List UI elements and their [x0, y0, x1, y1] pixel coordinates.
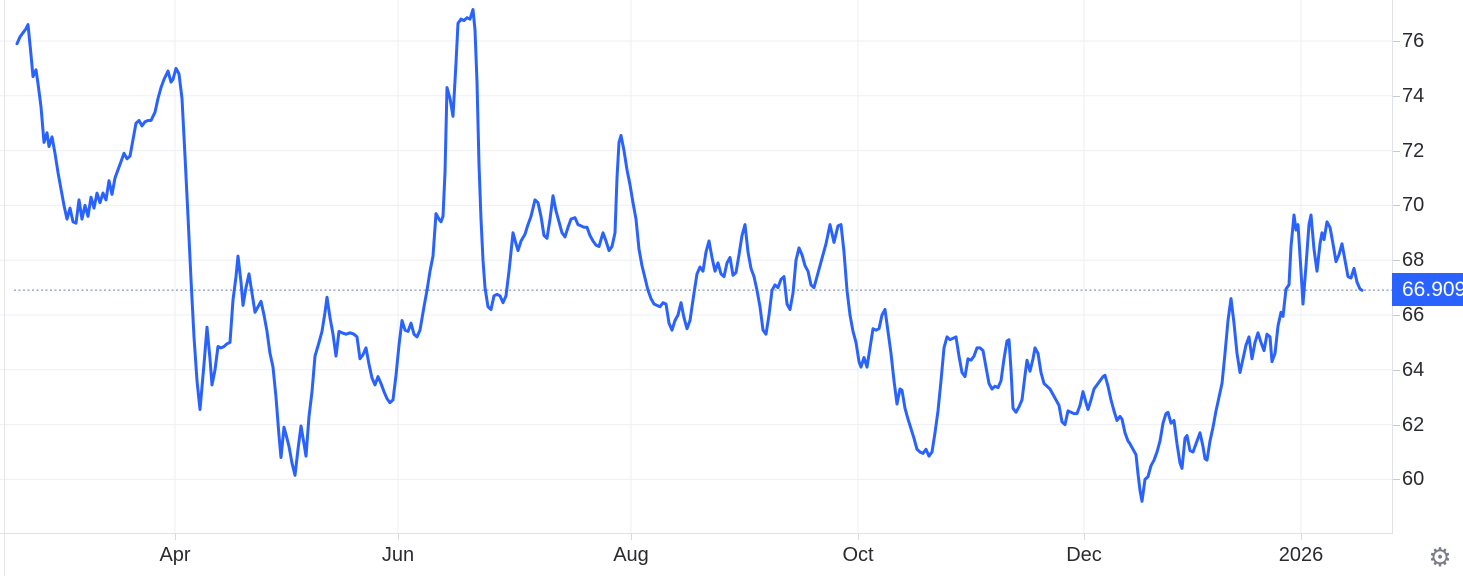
price-axis-separator	[1392, 0, 1393, 533]
price-scale-settings-button[interactable]: ⚙	[1424, 541, 1456, 573]
price-axis-tick	[1393, 41, 1400, 42]
price-series-polyline	[15, 8, 1364, 503]
price-axis-label: 62	[1402, 414, 1425, 436]
time-axis-label: Dec	[1066, 544, 1102, 566]
time-axis-label: Oct	[842, 544, 874, 566]
time-axis-tick	[398, 534, 399, 540]
price-axis-tick	[1393, 205, 1400, 206]
price-axis[interactable]: 76 74 72 70 68 66 64 62 60	[1393, 0, 1463, 533]
price-axis-label: 66	[1402, 304, 1425, 326]
price-axis-label: 70	[1402, 194, 1425, 216]
time-axis-tick	[175, 534, 176, 540]
price-axis-label: 72	[1402, 140, 1425, 162]
price-axis-tick	[1393, 260, 1400, 261]
price-axis-label: 68	[1402, 249, 1425, 271]
price-axis-label: 76	[1402, 30, 1425, 52]
price-axis-tick	[1393, 151, 1400, 152]
price-line-series	[0, 0, 1392, 533]
time-axis-tick	[858, 534, 859, 540]
price-axis-label: 60	[1402, 468, 1425, 490]
pane-left-border	[4, 0, 5, 576]
price-axis-label: 74	[1402, 85, 1425, 107]
time-axis-tick	[631, 534, 632, 540]
time-axis-tick	[1084, 534, 1085, 540]
time-axis[interactable]: Apr Jun Aug Oct Dec 2026	[0, 534, 1392, 576]
price-axis-tick	[1393, 315, 1400, 316]
gear-icon: ⚙	[1428, 542, 1452, 572]
price-axis-tick	[1393, 370, 1400, 371]
time-axis-label: Aug	[613, 544, 649, 566]
time-axis-label: Apr	[159, 544, 191, 566]
price-axis-tick	[1393, 479, 1400, 480]
price-axis-tick	[1393, 425, 1400, 426]
time-axis-label: Jun	[381, 544, 415, 566]
time-axis-separator	[0, 533, 1393, 534]
price-axis-tick	[1393, 96, 1400, 97]
last-price-label: 66.909	[1402, 278, 1463, 301]
price-chart[interactable]	[0, 0, 1392, 533]
price-axis-label: 64	[1402, 359, 1425, 381]
time-axis-label: 2026	[1278, 544, 1324, 566]
time-axis-tick	[1301, 534, 1302, 540]
last-price-badge: 66.909	[1392, 273, 1463, 306]
